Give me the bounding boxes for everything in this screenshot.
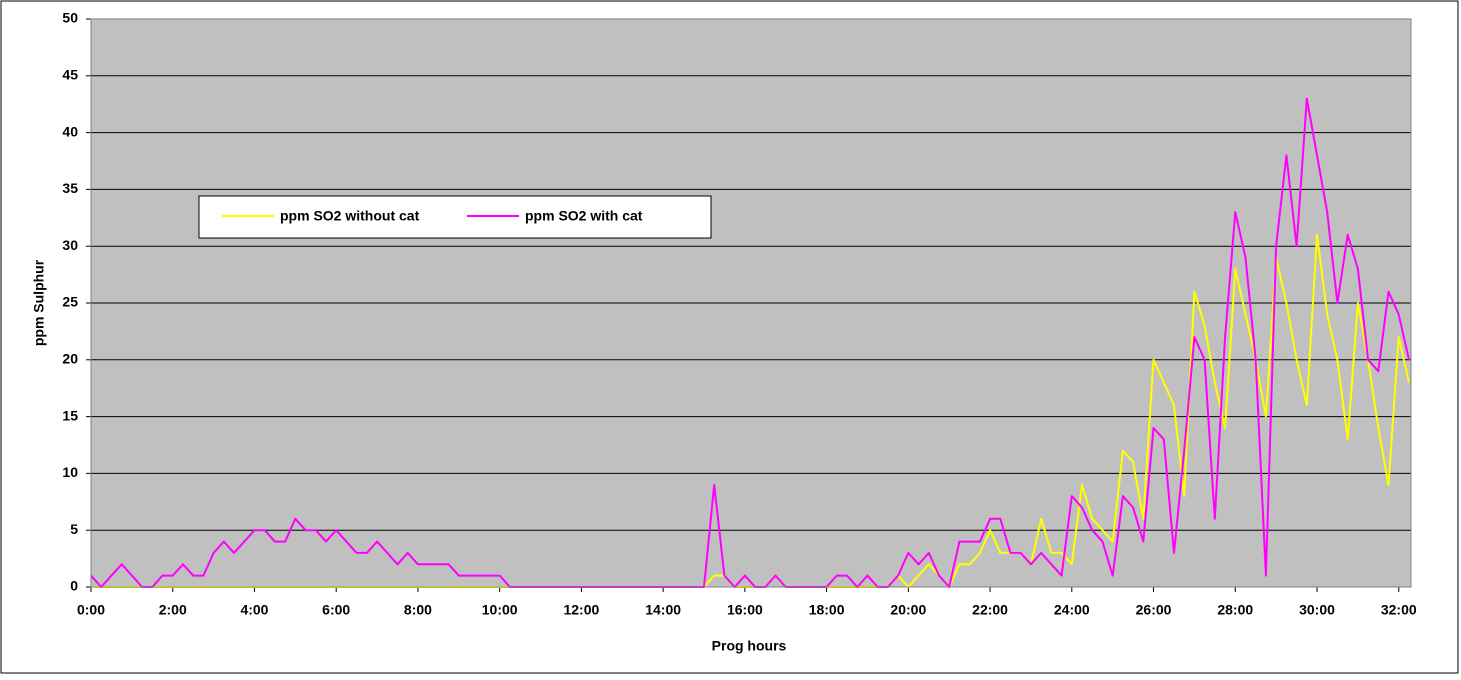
x-tick-label: 26:00	[1136, 602, 1172, 618]
legend-box	[198, 195, 712, 239]
y-tick-label: 30	[62, 237, 78, 253]
x-tick-label: 24:00	[1054, 602, 1090, 618]
y-tick-label: 45	[62, 67, 78, 83]
x-axis-title: Prog hours	[712, 638, 787, 654]
x-tick-label: 30:00	[1299, 602, 1335, 618]
x-tick-label: 18:00	[809, 602, 845, 618]
x-tick-label: 4:00	[240, 602, 268, 618]
x-tick-label: 22:00	[972, 602, 1008, 618]
plot-border	[90, 18, 1412, 588]
y-tick-label: 20	[62, 351, 78, 367]
x-tick-label: 0:00	[77, 602, 105, 618]
y-tick-label: 25	[62, 294, 78, 310]
y-tick-label: 35	[62, 180, 78, 196]
x-tick-label: 12:00	[563, 602, 599, 618]
y-tick-label: 40	[62, 123, 78, 139]
x-tick-label: 14:00	[645, 602, 681, 618]
legend-label: ppm SO2 with cat	[525, 208, 643, 224]
y-tick-label: 10	[62, 464, 78, 480]
x-tick-label: 20:00	[890, 602, 926, 618]
y-tick-label: 0	[70, 578, 78, 594]
y-axis-title: ppm Sulphur	[31, 259, 47, 346]
legend-label: ppm SO2 without cat	[280, 208, 420, 224]
x-tick-label: 10:00	[482, 602, 518, 618]
x-tick-label: 8:00	[404, 602, 432, 618]
x-tick-label: 32:00	[1381, 602, 1417, 618]
series-line	[90, 97, 1410, 588]
x-tick-label: 6:00	[322, 602, 350, 618]
y-tick-label: 5	[70, 521, 78, 537]
x-tick-label: 16:00	[727, 602, 763, 618]
x-tick-label: 28:00	[1217, 602, 1253, 618]
y-tick-label: 50	[62, 10, 78, 26]
y-tick-label: 15	[62, 407, 78, 423]
x-tick-label: 2:00	[159, 602, 187, 618]
legend: ppm SO2 without cat ppm SO2 with cat	[198, 195, 712, 239]
